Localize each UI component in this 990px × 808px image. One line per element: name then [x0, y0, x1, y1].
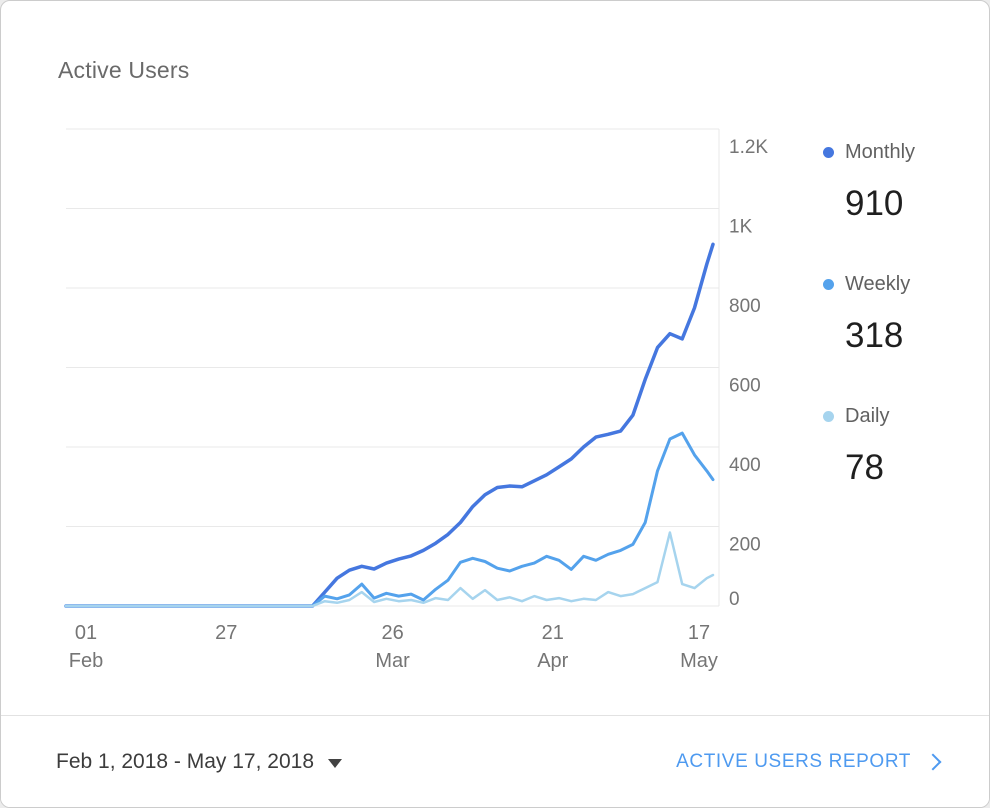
active-users-report-link[interactable]: ACTIVE USERS REPORT	[676, 750, 942, 773]
svg-text:200: 200	[729, 535, 761, 556]
chevron-right-icon	[924, 753, 942, 770]
legend-item-monthly: Monthly 910	[823, 141, 983, 273]
legend-label: Monthly	[845, 141, 916, 163]
svg-text:1.2K: 1.2K	[729, 137, 768, 158]
dropdown-arrow-icon	[328, 758, 342, 768]
legend-item-daily: Daily 78	[823, 405, 983, 537]
report-link-label: ACTIVE USERS REPORT	[676, 750, 911, 772]
svg-text:27: 27	[215, 622, 237, 644]
date-range-selector[interactable]: Feb 1, 2018 - May 17, 2018	[56, 750, 342, 774]
legend-dot	[823, 147, 834, 158]
legend-label: Daily	[845, 405, 890, 427]
legend-value: 318	[845, 316, 904, 355]
legend-dot	[823, 279, 834, 290]
chart-area[interactable]: 0 200 400 600 800 1K 1.2K 01 Feb 27 26 Mar 21 Apr 17 Ma…	[1, 111, 801, 691]
svg-text:600: 600	[729, 376, 761, 397]
svg-text:800: 800	[729, 296, 761, 317]
svg-text:1K: 1K	[729, 217, 753, 238]
legend-label: Weekly	[845, 273, 911, 295]
legend-dot	[823, 411, 834, 422]
svg-text:400: 400	[729, 455, 761, 476]
legend: Monthly 910 Weekly 318 Daily 78	[823, 141, 983, 537]
footer: Feb 1, 2018 - May 17, 2018 ACTIVE USERS …	[1, 715, 989, 807]
legend-item-weekly: Weekly 318	[823, 273, 983, 405]
card-title: Active Users	[58, 57, 190, 83]
date-range-label: Feb 1, 2018 - May 17, 2018	[56, 749, 314, 773]
active-users-chart[interactable]: 0 200 400 600 800 1K 1.2K 01 Feb 27 26 Mar 21 Apr 17 Ma…	[1, 111, 801, 691]
legend-value: 910	[845, 184, 904, 223]
svg-text:0: 0	[729, 589, 740, 610]
legend-value: 78	[845, 448, 884, 487]
